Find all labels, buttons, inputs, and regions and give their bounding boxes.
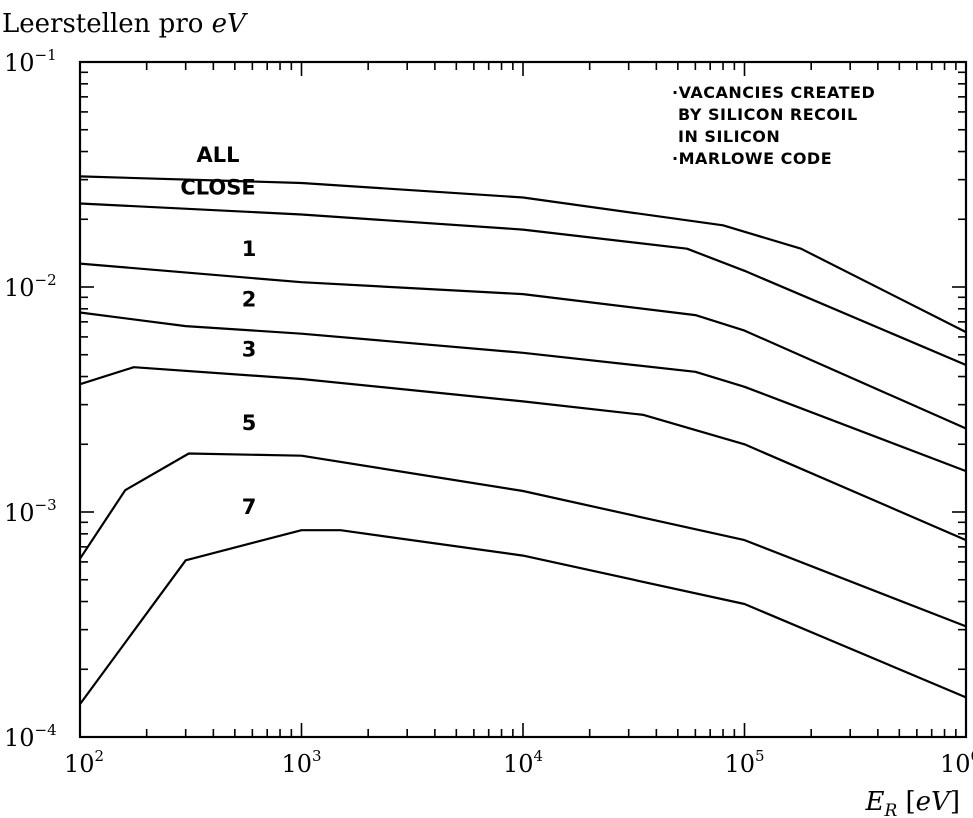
x-tick-label: 106 [940, 747, 973, 778]
y-tick-label: 10−1 [4, 46, 57, 77]
annotation-line: ·MARLOWE CODE [672, 149, 832, 168]
annotation-line: ·VACANCIES CREATED [672, 83, 875, 102]
series-line-7 [79, 529, 967, 705]
y-tick-label: 10−4 [4, 721, 57, 752]
x-axis-title: ER [eV] [864, 787, 960, 818]
x-tick-label: 103 [281, 747, 321, 778]
series-line-2 [79, 311, 967, 473]
series-label-7: 7 [242, 495, 257, 519]
series-line-close [79, 202, 967, 367]
y-tick-label: 10−2 [4, 271, 57, 302]
y-tick-label: 10−3 [4, 496, 57, 527]
annotation-line: IN SILICON [678, 127, 780, 146]
series-line-1 [79, 262, 967, 430]
series-label-all: ALL [197, 143, 240, 167]
series-label-2: 2 [242, 287, 257, 311]
y-axis-title: Leerstellen pro eV [2, 9, 248, 39]
annotation-line: BY SILICON RECOIL [678, 105, 858, 124]
x-tick-label: 102 [64, 747, 104, 778]
series-label-close: CLOSE [180, 175, 255, 199]
tick-labels: 102 103 104 105 106 10−1 10−2 10−3 10−4 [4, 46, 973, 778]
axis-ticks [80, 62, 966, 737]
x-tick-label: 104 [503, 747, 543, 778]
series-label-1: 1 [242, 237, 257, 261]
annotation-block: ·VACANCIES CREATED BY SILICON RECOIL IN SI… [672, 83, 875, 168]
series-labels: ALL CLOSE 1 2 3 5 7 [180, 143, 256, 519]
series-label-3: 3 [242, 338, 257, 362]
series-line-3 [79, 366, 967, 542]
series-curves [79, 175, 967, 705]
series-label-5: 5 [242, 411, 257, 435]
x-tick-label: 105 [724, 747, 764, 778]
series-line-all [79, 175, 967, 334]
series-line-5 [79, 452, 967, 628]
